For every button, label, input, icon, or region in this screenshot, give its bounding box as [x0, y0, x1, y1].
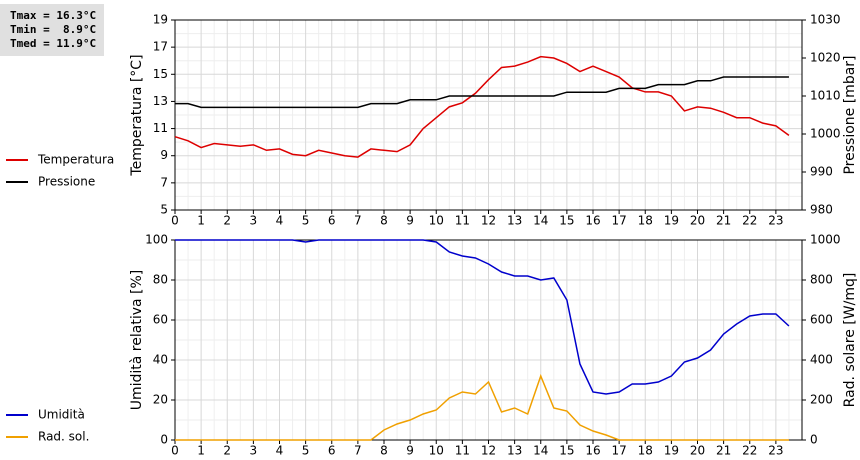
- y-tick-label: 9: [160, 148, 168, 162]
- x-tick-label: 13: [507, 444, 522, 458]
- y-tick-label: 15: [153, 67, 168, 81]
- y2-tick-label: 1020: [810, 51, 841, 65]
- legend-label: Rad. sol.: [38, 430, 89, 444]
- x-tick-label: 0: [171, 214, 179, 228]
- y2-tick-label: 990: [810, 165, 833, 179]
- legend-label: Temperatura: [37, 153, 114, 167]
- stats-box: [0, 4, 104, 56]
- legend-label: Umidità: [38, 408, 85, 422]
- x-tick-label: 5: [302, 214, 310, 228]
- x-tick-label: 10: [429, 444, 444, 458]
- x-tick-label: 4: [276, 444, 284, 458]
- x-tick-label: 2: [223, 214, 231, 228]
- x-tick-label: 8: [380, 214, 388, 228]
- x-tick-label: 6: [328, 444, 336, 458]
- y-axis-label: Umidità relativa [%]: [129, 270, 145, 411]
- y2-tick-label: 1000: [810, 233, 841, 247]
- y-tick-label: 100: [145, 233, 168, 247]
- y-axis-label: Temperatura [°C]: [129, 54, 145, 176]
- x-tick-label: 11: [455, 444, 470, 458]
- plot-frame: [174, 239, 803, 441]
- plot-frame: [174, 19, 803, 211]
- y-tick-label: 19: [153, 13, 168, 27]
- x-tick-label: 4: [276, 214, 284, 228]
- x-tick-label: 17: [611, 214, 626, 228]
- y-tick-label: 0: [160, 433, 168, 447]
- x-tick-label: 16: [585, 214, 600, 228]
- x-tick-label: 21: [716, 444, 731, 458]
- x-tick-label: 19: [664, 444, 679, 458]
- x-tick-label: 19: [664, 214, 679, 228]
- y2-tick-label: 1030: [810, 13, 841, 27]
- x-tick-label: 10: [429, 214, 444, 228]
- y-tick-label: 7: [160, 175, 168, 189]
- y2-tick-label: 800: [810, 273, 833, 287]
- series-line: [175, 239, 790, 395]
- x-tick-label: 18: [638, 214, 653, 228]
- legend-label: Pressione: [38, 175, 95, 189]
- x-tick-label: 16: [585, 444, 600, 458]
- x-tick-label: 7: [354, 214, 362, 228]
- stat-tmax: Tmax = 16.3°C: [10, 9, 96, 22]
- x-tick-label: 15: [559, 214, 574, 228]
- y-tick-label: 80: [153, 273, 168, 287]
- y-tick-label: 13: [153, 94, 168, 108]
- x-tick-label: 2: [223, 444, 231, 458]
- x-tick-label: 14: [533, 444, 548, 458]
- y-tick-label: 11: [153, 121, 168, 135]
- y2-tick-label: 400: [810, 353, 833, 367]
- y-tick-label: 60: [153, 313, 168, 327]
- x-tick-label: 22: [742, 214, 757, 228]
- x-tick-label: 18: [638, 444, 653, 458]
- series-line: [174, 55, 790, 158]
- y-tick-label: 40: [153, 353, 168, 367]
- y2-tick-label: 600: [810, 313, 833, 327]
- y2-tick-label: 200: [810, 393, 833, 407]
- x-tick-label: 9: [406, 214, 414, 228]
- x-tick-label: 1: [197, 444, 205, 458]
- y2-axis-label: Rad. solare [W/mq]: [842, 273, 858, 408]
- stat-tmin: Tmin = 8.9°C: [10, 23, 96, 36]
- x-tick-label: 23: [768, 214, 783, 228]
- y2-tick-label: 0: [810, 433, 818, 447]
- stat-tmed: Tmed = 11.9°C: [10, 37, 96, 50]
- x-tick-label: 0: [171, 444, 179, 458]
- x-tick-label: 20: [690, 444, 705, 458]
- y2-tick-label: 980: [810, 203, 833, 217]
- y2-tick-label: 1010: [810, 89, 841, 103]
- x-tick-label: 3: [250, 444, 258, 458]
- x-tick-label: 21: [716, 214, 731, 228]
- y2-tick-label: 1000: [810, 127, 841, 141]
- y-tick-label: 20: [153, 393, 168, 407]
- x-tick-label: 6: [328, 214, 336, 228]
- x-tick-label: 12: [481, 444, 496, 458]
- series-line: [175, 76, 789, 109]
- x-tick-label: 3: [250, 214, 258, 228]
- x-tick-label: 14: [533, 214, 548, 228]
- x-tick-label: 13: [507, 214, 522, 228]
- x-tick-label: 12: [481, 214, 496, 228]
- x-tick-label: 15: [559, 444, 574, 458]
- y2-axis-label: Pressione [mbar]: [842, 55, 858, 174]
- y-tick-label: 17: [153, 40, 168, 54]
- x-tick-label: 1: [197, 214, 205, 228]
- x-tick-label: 9: [406, 444, 414, 458]
- y-tick-label: 5: [160, 203, 168, 217]
- x-tick-label: 23: [768, 444, 783, 458]
- x-tick-label: 20: [690, 214, 705, 228]
- x-tick-label: 17: [611, 444, 626, 458]
- x-tick-label: 11: [455, 214, 470, 228]
- x-tick-label: 7: [354, 444, 362, 458]
- series-line: [175, 373, 789, 441]
- x-tick-label: 22: [742, 444, 757, 458]
- x-tick-label: 5: [302, 444, 310, 458]
- x-tick-label: 8: [380, 444, 388, 458]
